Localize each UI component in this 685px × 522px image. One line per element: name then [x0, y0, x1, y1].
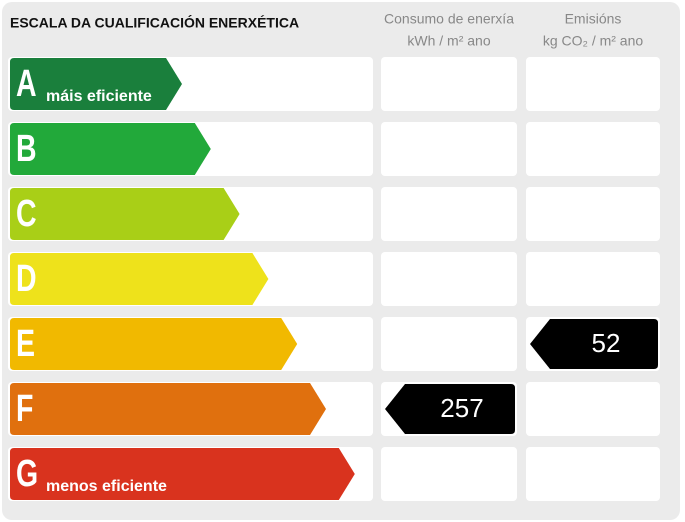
rating-letter: D [16, 258, 37, 300]
rating-letter: C [16, 193, 37, 235]
cell [526, 252, 660, 306]
rating-letter: F [16, 388, 33, 430]
value-label: 257 [440, 393, 483, 423]
cell [381, 317, 517, 371]
cell [526, 447, 660, 501]
cell [381, 187, 517, 241]
rating-arrow [10, 318, 298, 370]
cell [381, 57, 517, 111]
rating-letter: A [16, 63, 37, 105]
rating-label: menos eficiente [46, 478, 167, 495]
column-unit: kWh / m² ano [407, 33, 490, 49]
rating-arrow [10, 123, 211, 175]
cell [526, 57, 660, 111]
cell [526, 382, 660, 436]
cell [526, 122, 660, 176]
rating-arrow [10, 383, 326, 435]
rating-arrow [10, 188, 240, 240]
value-label: 52 [592, 328, 621, 358]
column-title: Consumo de enerxía [384, 11, 514, 27]
rating-letter: B [16, 128, 37, 170]
cell [381, 122, 517, 176]
cell [381, 447, 517, 501]
label-title: ESCALA DA CUALIFICACIÓN ENERXÉTICA [10, 14, 299, 31]
cell [526, 187, 660, 241]
value-marker [385, 384, 515, 434]
rating-arrow [10, 58, 182, 110]
column-title: Emisións [565, 11, 622, 27]
rating-arrow [10, 253, 269, 305]
rating-letter: E [16, 323, 35, 365]
rating-arrow [10, 448, 355, 500]
rating-label: máis eficiente [46, 88, 152, 105]
cell [381, 252, 517, 306]
rating-letter: G [16, 453, 38, 495]
column-unit: kg CO₂ / m² ano [543, 33, 644, 49]
value-marker [530, 319, 658, 369]
